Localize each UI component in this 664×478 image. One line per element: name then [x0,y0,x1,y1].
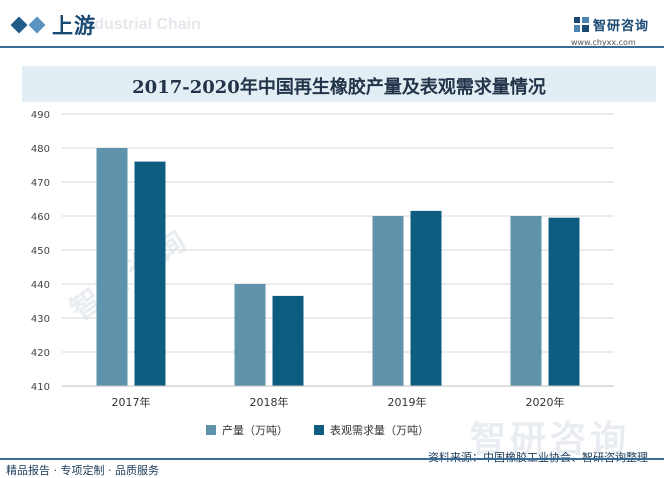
brand-logo-icon [574,17,589,32]
x-tick-label: 2020年 [526,395,565,409]
legend-label: 表观需求量（万吨） [330,424,429,437]
y-tick-label: 410 [31,382,50,393]
diamond-icon [28,16,46,34]
chart-title: 2017-2020年中国再生橡胶产量及表观需求量情况 [132,77,546,98]
y-tick-label: 420 [31,348,50,359]
legend-item-demand: 表观需求量（万吨） [314,421,429,439]
legend-item-production: 产量（万吨） [206,421,288,439]
y-tick-label: 450 [31,246,50,257]
brand-url: www.chyxx.com [571,38,636,47]
legend-label: 产量（万吨） [222,424,288,437]
section-subtitle: Industrial Chain [80,16,201,33]
y-tick-label: 470 [31,178,50,189]
diamond-icon [10,16,28,34]
legend-swatch [314,425,324,435]
x-tick-label: 2018年 [250,395,289,409]
bar [548,217,580,386]
y-tick-label: 430 [31,314,50,325]
legend-swatch [206,425,216,435]
source-note: 资料来源：中国橡胶工业协会、智研咨询整理 [428,449,648,465]
y-tick-label: 480 [31,144,50,155]
x-tick-label: 2019年 [388,395,427,409]
footer-tagline: 精品报告 · 专项定制 · 品质服务 [6,464,159,477]
y-tick-label: 490 [31,110,50,121]
bar [134,161,166,386]
bar [234,284,266,386]
footer-divider [0,458,664,460]
bar-chart: 410 420 430 440 450 460 470 480 490 2017年 2018年 201… [31,110,614,409]
page-header: Industrial Chain 上游 智研咨询 www.chyxx.com [0,0,664,58]
y-tick-label: 440 [31,280,50,291]
bar [272,295,304,386]
section-title: 上游 [52,14,96,38]
bar [410,210,442,386]
y-tick-label: 460 [31,212,50,223]
x-tick-label: 2017年 [112,395,151,409]
brand-name: 智研咨询 [593,19,650,34]
bar [96,148,128,386]
bar [372,216,404,386]
bar [510,216,542,386]
header-divider [0,46,664,48]
chart-legend: 产量（万吨） 表观需求量（万吨） [206,421,466,439]
chart-title-band: 2017-2020年中国再生橡胶产量及表观需求量情况 [22,66,656,102]
